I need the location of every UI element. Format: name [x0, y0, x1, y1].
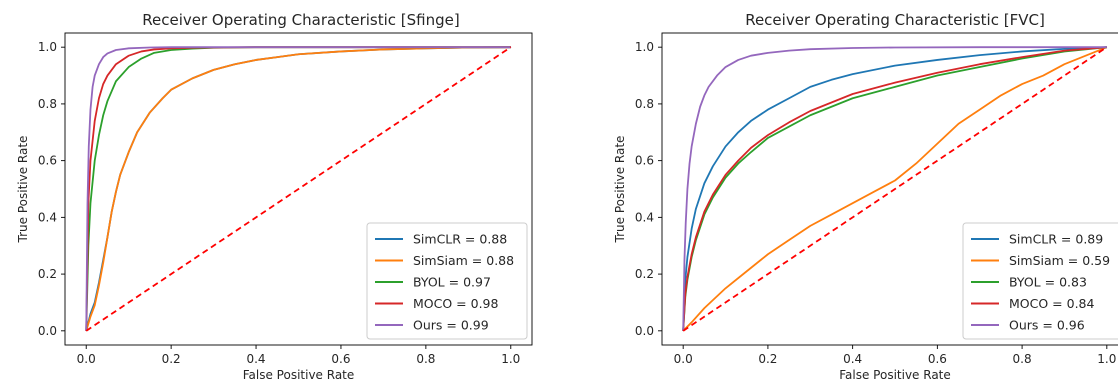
- x-tick-label: 0.8: [416, 352, 435, 366]
- axes-frame: [64, 32, 533, 346]
- chart-fvc: Receiver Operating Characteristic [FVC] 0…: [613, 11, 1118, 382]
- y-tick-label: 0.8: [38, 97, 57, 111]
- y-tick-label: 0.6: [38, 154, 57, 168]
- legend-label-byol: BYOL = 0.83: [1009, 275, 1087, 290]
- legend-label-moco: MOCO = 0.84: [1009, 296, 1094, 311]
- diagonal-line: [85, 46, 512, 332]
- y-tick-label: 0.2: [635, 267, 654, 281]
- y-tick-label: 0.4: [38, 210, 57, 224]
- chart-title: Receiver Operating Characteristic [FVC]: [745, 11, 1045, 29]
- y-tick-label: 0.0: [635, 324, 654, 338]
- x-tick-label: 0.0: [674, 352, 693, 366]
- axes-frame: [661, 32, 1118, 346]
- x-tick-label: 0.6: [928, 352, 947, 366]
- legend-label-simsiam: SimSiam = 0.59: [1009, 253, 1110, 268]
- x-tick-label: 0.4: [246, 352, 265, 366]
- x-tick-label: 0.8: [1013, 352, 1032, 366]
- legend-label-byol: BYOL = 0.97: [413, 275, 491, 290]
- y-tick-label: 0.8: [635, 97, 654, 111]
- y-tick-label: 0.2: [38, 267, 57, 281]
- legend: SimCLR = 0.89 SimSiam = 0.59 BYOL = 0.83 MO…: [962, 222, 1118, 340]
- series-line-moco: [682, 46, 1107, 331]
- x-tick-label: 0.2: [162, 352, 181, 366]
- series-line-ours: [85, 46, 511, 331]
- chart-sfinge: Receiver Operating Characteristic [Sfing…: [16, 11, 533, 382]
- x-tick-label: 0.4: [843, 352, 862, 366]
- legend-box: [366, 222, 528, 340]
- legend-box: [962, 222, 1118, 340]
- series-line-simsiam: [682, 46, 1108, 332]
- x-axis-label: False Positive Rate: [839, 368, 951, 382]
- x-axis-label: False Positive Rate: [243, 368, 355, 382]
- legend-label-moco: MOCO = 0.98: [413, 296, 498, 311]
- legend-label-simclr: SimCLR = 0.89: [1009, 232, 1103, 247]
- x-tick-label: 0.0: [77, 352, 96, 366]
- y-axis-label: True Positive Rate: [613, 136, 627, 244]
- y-tick-label: 0.0: [38, 324, 57, 338]
- legend-label-ours: Ours = 0.96: [1009, 318, 1085, 333]
- series-line-simclr: [682, 46, 1107, 331]
- y-axis-label: True Positive Rate: [16, 136, 30, 244]
- series-line-simsiam: [85, 46, 511, 332]
- legend: SimCLR = 0.88 SimSiam = 0.88 BYOL = 0.97 MO…: [366, 222, 528, 340]
- legend-label-simclr: SimCLR = 0.88: [413, 232, 507, 247]
- x-tick-label: 0.6: [331, 352, 350, 366]
- series-line-ours: [682, 46, 1107, 331]
- y-tick-label: 1.0: [635, 40, 654, 54]
- diagonal-line: [682, 46, 1108, 332]
- y-tick-label: 0.6: [635, 154, 654, 168]
- x-tick-label: 1.0: [1097, 352, 1116, 366]
- chart-title: Receiver Operating Characteristic [Sfing…: [142, 11, 459, 29]
- y-tick-label: 1.0: [38, 40, 57, 54]
- x-tick-label: 1.0: [501, 352, 520, 366]
- x-tick-label: 0.2: [758, 352, 777, 366]
- legend-label-simsiam: SimSiam = 0.88: [413, 253, 514, 268]
- legend-label-ours: Ours = 0.99: [413, 318, 489, 333]
- y-tick-label: 0.4: [635, 210, 654, 224]
